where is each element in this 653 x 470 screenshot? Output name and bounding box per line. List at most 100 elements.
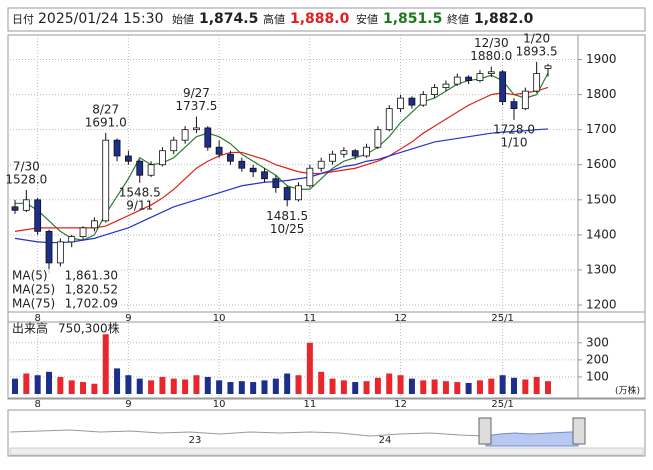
volume-bar xyxy=(408,378,415,394)
volume-bar xyxy=(250,382,257,394)
candle-body xyxy=(374,129,382,148)
candle-body xyxy=(79,227,87,238)
volume-bar xyxy=(193,375,200,394)
annotation-date: 1/10 xyxy=(501,135,528,149)
scrollbar[interactable] xyxy=(9,447,644,456)
candle-body xyxy=(476,73,484,81)
legend-value: 1,861.30 xyxy=(65,269,118,283)
annotation-value: 1728.0 xyxy=(493,122,535,136)
annotation-value: 1528.0 xyxy=(5,172,47,186)
volume-bar xyxy=(148,380,155,394)
navigator-handle[interactable] xyxy=(478,417,492,445)
volume-bar xyxy=(80,382,87,394)
candle-body xyxy=(261,171,268,180)
volume-bar xyxy=(295,375,302,394)
candle-body xyxy=(419,94,427,106)
y-tick-label: 1400 xyxy=(586,227,617,241)
volume-bar xyxy=(499,375,506,394)
volume-bar xyxy=(522,379,529,394)
annotation-date: 12/30 xyxy=(474,36,509,50)
candle-body xyxy=(204,127,212,148)
navigator-label: 23 xyxy=(189,435,202,446)
navigator-handle[interactable] xyxy=(572,417,586,445)
volume-bar xyxy=(170,378,177,394)
candle-body xyxy=(385,108,393,131)
candle-body xyxy=(147,164,155,176)
candle-body xyxy=(295,185,302,201)
candle-body xyxy=(487,71,495,74)
annotation-date: 7/30 xyxy=(13,159,40,173)
volume-bar xyxy=(329,378,336,394)
candle-body xyxy=(351,150,359,157)
volume-bar xyxy=(114,368,121,394)
candle-body xyxy=(408,97,416,106)
annotation-date: 10/25 xyxy=(270,222,305,236)
candle-body xyxy=(56,241,64,264)
volume-bar xyxy=(533,376,540,394)
candle-body xyxy=(34,199,42,232)
x-tick-label: 12 xyxy=(394,313,407,324)
volume-bar xyxy=(182,379,189,394)
candle-body xyxy=(102,139,110,222)
navigator-range xyxy=(485,431,579,447)
candle-body xyxy=(340,150,348,155)
volume-bar xyxy=(374,377,381,394)
annotation-value: 1691.0 xyxy=(85,115,127,129)
volume-bar xyxy=(216,380,223,394)
candle-body xyxy=(329,153,336,162)
legend-name: MA(5) xyxy=(12,269,48,283)
volume-bar xyxy=(125,375,132,394)
candle-body xyxy=(465,76,473,81)
x-tick-label: 9 xyxy=(125,399,131,410)
annotation-value: 1893.5 xyxy=(516,44,558,58)
annotation-date: 1/20 xyxy=(523,31,550,45)
candle-body xyxy=(272,178,280,188)
volume-bar xyxy=(136,378,143,394)
candle-body xyxy=(159,150,166,166)
header-label: 終値 xyxy=(447,12,469,26)
volume-bar xyxy=(34,375,41,394)
volume-bar xyxy=(272,378,279,394)
y-tick-label: 300 xyxy=(586,335,609,349)
volume-bar xyxy=(545,381,551,394)
volume-bar xyxy=(12,378,18,394)
volume-bar xyxy=(23,373,30,394)
volume-bar xyxy=(352,382,359,394)
header-value: 1,882.0 xyxy=(474,11,534,27)
candle-body xyxy=(170,139,178,152)
candle-body xyxy=(431,87,438,96)
annotation-value: 1481.5 xyxy=(266,209,308,223)
header-box xyxy=(7,7,646,32)
volume-bar xyxy=(363,381,370,394)
x-tick-label: 8 xyxy=(34,313,40,324)
volume-bar xyxy=(318,371,325,394)
annotation-value: 1737.5 xyxy=(175,99,217,113)
volume-bar xyxy=(397,375,404,394)
volume-bar xyxy=(431,379,438,394)
ma-line xyxy=(14,86,549,232)
legend-name: MA(75) xyxy=(12,297,55,311)
legend-bg xyxy=(10,283,120,297)
x-tick-label: 25/1 xyxy=(491,399,513,410)
volume-value: 750,300株 xyxy=(58,321,120,336)
volume-bar xyxy=(284,373,291,394)
y-tick-label: 1600 xyxy=(586,157,617,171)
header-label: 始値 xyxy=(172,12,194,26)
volume-title: 出来高 xyxy=(12,321,48,336)
candle-body xyxy=(499,71,507,103)
y-tick-label: 1200 xyxy=(586,297,617,311)
x-tick-label: 11 xyxy=(303,399,316,410)
candle-body xyxy=(249,167,257,173)
y-tick-label: 200 xyxy=(586,352,609,366)
candle-body xyxy=(363,146,370,157)
candle-body xyxy=(45,230,53,264)
header-label: 安値 xyxy=(356,12,378,26)
volume-bar xyxy=(306,342,313,394)
candle-body xyxy=(283,187,291,201)
candle-body xyxy=(193,127,200,131)
candle-body xyxy=(90,220,98,229)
navigator-label: 24 xyxy=(379,435,392,446)
x-tick-label: 8 xyxy=(34,399,40,410)
legend-bg xyxy=(10,269,120,283)
